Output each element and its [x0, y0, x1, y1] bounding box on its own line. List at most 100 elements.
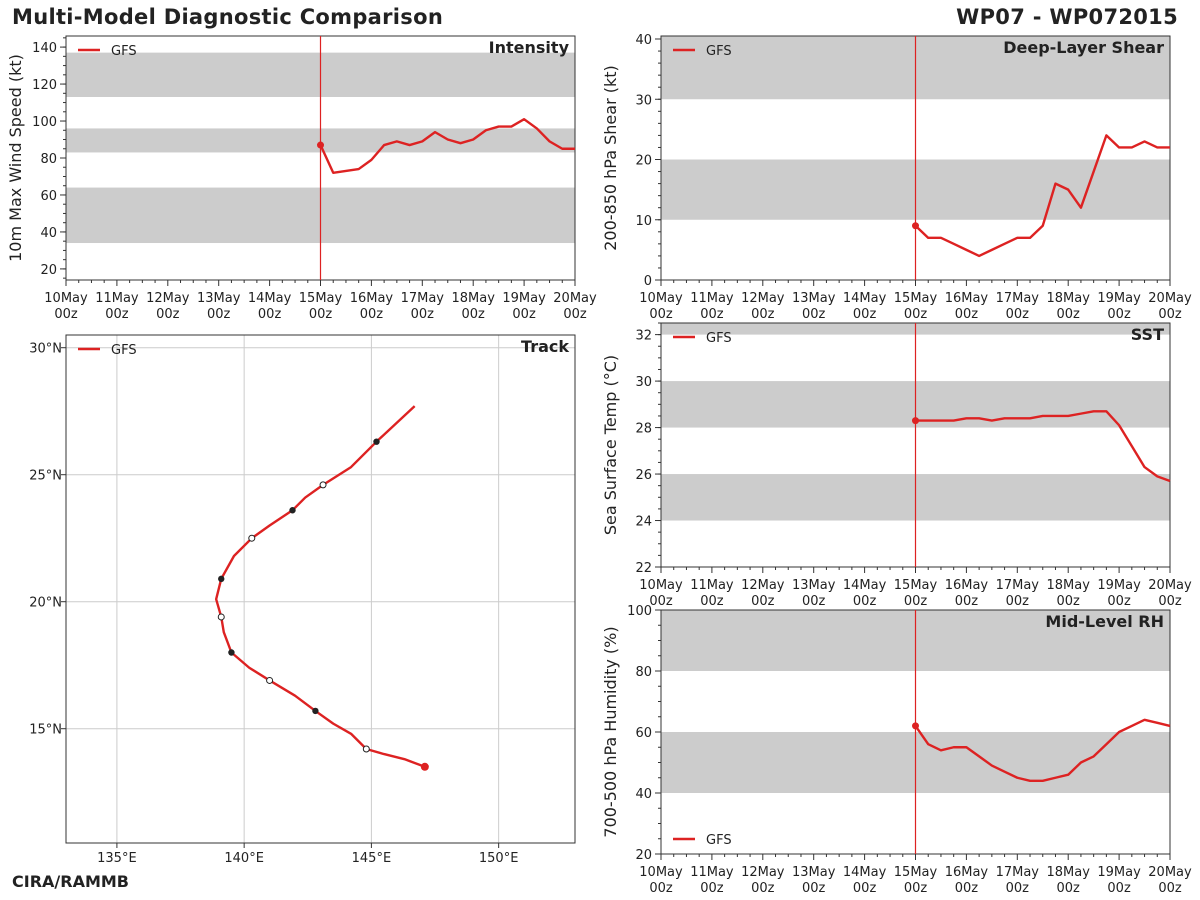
y-tick-label: 0 — [644, 274, 652, 289]
x-tick-label: 14May — [843, 291, 887, 306]
x-tick-label: 00z — [751, 307, 775, 322]
x-tick-label: 15May — [894, 865, 938, 880]
x-tick-label: 18May — [1046, 291, 1090, 306]
y-tick-label: 120 — [32, 78, 57, 93]
x-tick-label: 00z — [1158, 307, 1182, 322]
x-tick-label: 00z — [1057, 881, 1081, 896]
x-tick-label: 00z — [1006, 594, 1030, 609]
x-tick-label: 00z — [1006, 881, 1030, 896]
x-tick-label: 00z — [105, 307, 129, 322]
x-tick-label: 00z — [700, 594, 724, 609]
y-tick-label: 30°N — [29, 342, 62, 357]
y-tick-label: 40 — [40, 226, 57, 241]
x-tick-label: 16May — [350, 291, 394, 306]
x-tick-label: 00z — [649, 594, 673, 609]
series-line-gfs — [915, 410, 1171, 483]
track-point — [362, 745, 370, 753]
y-tick-label: 140 — [32, 41, 57, 56]
storm-id: WP07 - WP072015 — [956, 5, 1178, 29]
series-initial-point — [912, 417, 919, 425]
x-tick-label: 00z — [411, 307, 435, 322]
x-tick-label: 13May — [197, 291, 241, 306]
track-point — [289, 507, 296, 514]
x-tick-label: 00z — [751, 594, 775, 609]
x-tick-label: 00z — [512, 307, 536, 322]
x-tick-label: 18May — [451, 291, 495, 306]
y-tick-label: 15°N — [29, 723, 62, 738]
series-line-gfs — [214, 405, 426, 768]
x-tick-label: 13May — [792, 865, 836, 880]
x-tick-label: 16May — [945, 865, 989, 880]
y-tick-label: 40 — [635, 787, 652, 802]
x-tick-label: 00z — [904, 594, 928, 609]
track-initial-point — [420, 762, 429, 771]
track-point — [312, 707, 319, 715]
x-tick-label: 00z — [1107, 594, 1131, 609]
x-tick-label: 12May — [146, 291, 190, 306]
panel-title: Track — [521, 337, 569, 356]
y-tick-label: 22 — [635, 561, 652, 576]
legend-label: GFS — [706, 44, 732, 59]
x-tick-label: 10May — [44, 291, 88, 306]
x-tick-label: 00z — [955, 594, 979, 609]
y-tick-label: 26 — [635, 468, 652, 483]
legend-label: GFS — [111, 44, 137, 59]
x-tick-label: 20May — [1148, 578, 1192, 593]
shear-chart: 01020304010May00z11May00z12May00z13May00… — [601, 33, 1192, 322]
x-tick-label: 14May — [843, 578, 887, 593]
y-tick-label: 40 — [635, 33, 652, 48]
panel-title: Intensity — [489, 38, 570, 57]
x-tick-label: 17May — [996, 865, 1040, 880]
x-tick-label: 00z — [309, 307, 333, 322]
x-tick-label: 00z — [1158, 594, 1182, 609]
track-point — [319, 481, 327, 489]
y-axis-label: Sea Surface Temp (°C) — [601, 355, 620, 535]
x-tick-label: 17May — [401, 291, 445, 306]
legend-label: GFS — [706, 331, 732, 346]
y-axis-label: 200-850 hPa Shear (kt) — [601, 65, 620, 251]
x-tick-label: 00z — [563, 307, 587, 322]
x-tick-label: 00z — [462, 307, 486, 322]
x-tick-label: 00z — [904, 307, 928, 322]
x-tick-label: 00z — [649, 881, 673, 896]
x-tick-label: 15May — [894, 291, 938, 306]
x-tick-label: 00z — [258, 307, 282, 322]
x-tick-label: 00z — [1107, 881, 1131, 896]
x-tick-label: 00z — [156, 307, 180, 322]
track-point — [218, 575, 225, 583]
x-tick-label: 20May — [553, 291, 597, 306]
x-tick-label: 00z — [207, 307, 231, 322]
x-tick-label: 13May — [792, 578, 836, 593]
x-tick-label: 00z — [54, 307, 78, 322]
x-tick-label: 00z — [955, 881, 979, 896]
series-line-gfs — [914, 718, 1171, 782]
y-tick-label: 20 — [40, 263, 57, 278]
series-initial-point — [912, 722, 919, 730]
panel-title: Deep-Layer Shear — [1003, 38, 1164, 57]
x-tick-label: 00z — [700, 881, 724, 896]
x-tick-label: 00z — [853, 307, 877, 322]
y-tick-label: 100 — [627, 604, 652, 619]
x-tick-label: 20May — [1148, 865, 1192, 880]
x-tick-label: 18May — [1046, 865, 1090, 880]
series-line-gfs — [319, 117, 575, 174]
x-tick-label: 00z — [360, 307, 384, 322]
x-tick-label: 14May — [843, 865, 887, 880]
x-tick-label: 00z — [853, 881, 877, 896]
x-tick-label: 12May — [741, 578, 785, 593]
x-tick-label: 18May — [1046, 578, 1090, 593]
x-tick-label: 14May — [248, 291, 292, 306]
x-tick-label: 13May — [792, 291, 836, 306]
track-point — [217, 613, 225, 621]
x-tick-label: 00z — [853, 594, 877, 609]
y-axis-label: 10m Max Wind Speed (kt) — [6, 54, 25, 262]
series-line-gfs — [914, 134, 1170, 258]
y-tick-label: 80 — [635, 665, 652, 680]
y-tick-label: 80 — [40, 152, 57, 167]
credit-label: CIRA/RAMMB — [12, 872, 129, 891]
x-tick-label: 00z — [700, 307, 724, 322]
panel-title: SST — [1131, 325, 1164, 344]
track-point — [266, 676, 274, 684]
x-tick-label: 10May — [639, 578, 683, 593]
